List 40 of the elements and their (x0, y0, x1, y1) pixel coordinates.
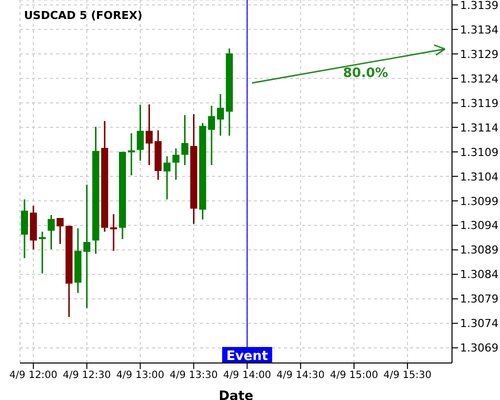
y-tick-label: 1.3104 (460, 170, 498, 184)
x-tick-label: 4/9 14:00 (223, 370, 272, 382)
candlestick (136, 104, 144, 162)
candlestick (208, 105, 216, 166)
candlestick (56, 217, 64, 245)
candlestick (128, 132, 135, 176)
y-tick-label: 1.3089 (460, 244, 498, 257)
x-tick-label: 4/9 14:30 (276, 370, 325, 382)
y-tick-label: 1.3124 (460, 72, 498, 86)
y-tick-label: 1.3099 (460, 194, 498, 208)
candlestick (38, 230, 46, 274)
candlestick (216, 93, 224, 136)
candlestick (164, 156, 171, 200)
candlestick (21, 198, 28, 259)
y-tick-label: 1.3134 (460, 23, 498, 36)
ref-line-label: Event (226, 349, 268, 364)
x-axis-title: Date (218, 389, 254, 400)
annotation: 80.0% (343, 66, 388, 81)
y-tick-label: 1.3139 (460, 0, 498, 12)
y-tick-label: 1.3114 (460, 121, 498, 134)
y-tick-label: 1.3084 (460, 268, 498, 282)
y-tick-label: 1.3094 (460, 219, 498, 232)
x-tick-label: 4/9 12:00 (9, 370, 58, 382)
x-tick-label: 4/9 13:30 (170, 370, 218, 382)
x-tick-label: 4/9 13:00 (116, 370, 164, 382)
x-tick-label: 4/9 12:30 (62, 370, 111, 382)
y-tick-label: 1.3129 (460, 48, 498, 61)
y-tick-label: 1.3109 (460, 146, 498, 159)
y-tick-label: 1.3074 (460, 317, 498, 330)
y-tick-label: 1.3079 (460, 292, 498, 306)
text: USDCAD 5 (FOREX) (24, 9, 142, 22)
x-tick-label: 4/9 15:30 (383, 370, 432, 382)
candlestick (48, 214, 55, 250)
y-tick-label: 1.3069 (460, 342, 498, 355)
candlestick (172, 148, 180, 181)
candlestick (181, 114, 188, 166)
y-tick-label: 1.3119 (460, 96, 498, 110)
x-tick-label: 4/9 15:00 (330, 370, 378, 382)
candlestick (110, 213, 118, 252)
candlestick (146, 104, 153, 166)
